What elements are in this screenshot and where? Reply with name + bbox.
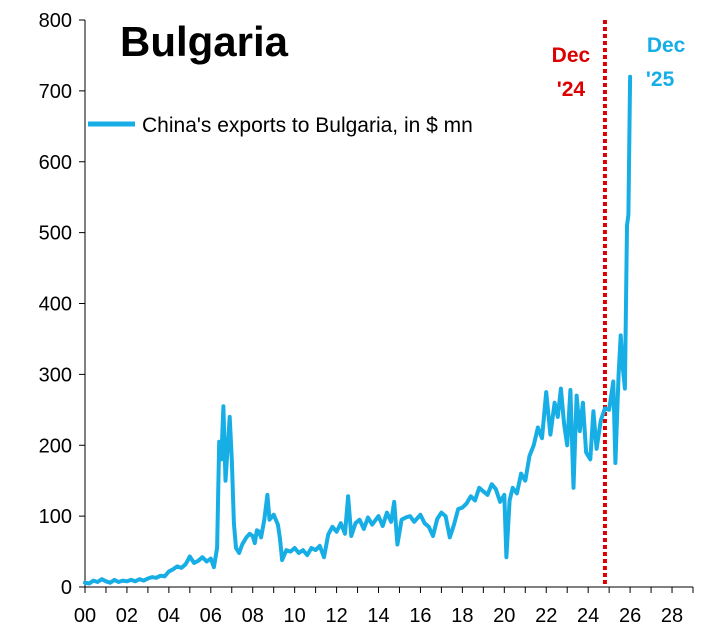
x-tick-label: 08 xyxy=(242,605,264,627)
x-tick-label: 10 xyxy=(284,605,306,627)
y-tick-label: 100 xyxy=(39,506,72,528)
x-tick-label: 00 xyxy=(74,605,96,627)
annotation-label-dec-24-month: Dec xyxy=(552,44,591,67)
annotation-label-dec-25-month: Dec xyxy=(647,34,686,57)
legend-label: China's exports to Bulgaria, in $ mn xyxy=(142,114,473,137)
y-tick-label: 400 xyxy=(39,294,72,316)
y-tick-label: 700 xyxy=(39,81,72,103)
x-tick-label: 06 xyxy=(200,605,222,627)
series-line-china-exports xyxy=(83,74,633,586)
y-tick-label: 600 xyxy=(39,152,72,174)
y-tick-label: 800 xyxy=(39,10,72,32)
x-tick-label: 24 xyxy=(577,605,599,627)
annotations: Dec '24 Dec '25 xyxy=(552,20,686,587)
y-tick-label: 0 xyxy=(61,577,72,599)
y-tick-label: 200 xyxy=(39,435,72,457)
y-tick-label: 500 xyxy=(39,223,72,245)
x-tick-label: 20 xyxy=(493,605,515,627)
y-axis: 0 100 200 300 400 500 600 700 800 xyxy=(39,10,86,599)
x-tick-label: 28 xyxy=(661,605,683,627)
x-axis: 00 02 04 06 08 10 12 14 16 18 20 22 24 26 28 xyxy=(74,586,694,627)
x-tick-label: 04 xyxy=(158,605,180,627)
x-tick-label: 18 xyxy=(451,605,473,627)
x-tick-label: 16 xyxy=(409,605,431,627)
legend: China's exports to Bulgaria, in $ mn xyxy=(88,114,473,137)
annotation-label-dec-24-year: '24 xyxy=(557,78,586,101)
annotation-label-dec-25-year: '25 xyxy=(646,68,675,91)
x-tick-label: 12 xyxy=(325,605,347,627)
x-tick-label: 22 xyxy=(535,605,557,627)
x-tick-label: 26 xyxy=(619,605,641,627)
y-tick-label: 300 xyxy=(39,364,72,386)
series-group xyxy=(83,74,633,586)
chart-title: Bulgaria xyxy=(120,18,289,65)
x-tick-label: 02 xyxy=(116,605,138,627)
x-tick-label: 14 xyxy=(367,605,389,627)
